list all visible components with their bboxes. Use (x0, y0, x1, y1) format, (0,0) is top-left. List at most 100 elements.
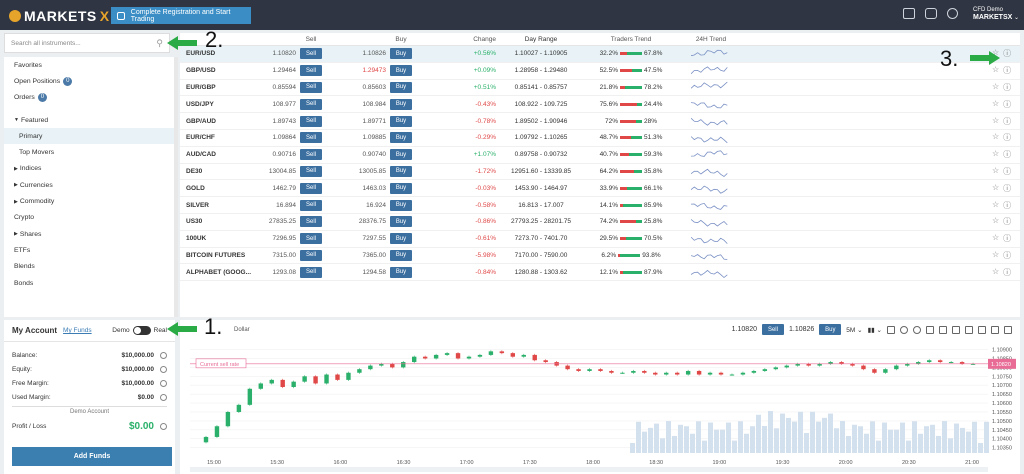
line-tool-icon[interactable] (939, 325, 947, 334)
table-row[interactable]: DE30 13004.85 Sell 13005.85 Buy -1.72% 12951.6… (180, 164, 1020, 181)
camera-icon[interactable] (991, 325, 999, 334)
sidebar-item-currencies[interactable]: ▶ Currencies (4, 177, 175, 193)
info-icon[interactable]: ⓘ (1003, 99, 1012, 109)
chart-buy-button[interactable]: Buy (819, 324, 842, 335)
star-icon[interactable]: ☆ (992, 132, 1000, 142)
zoom-in-icon[interactable] (900, 325, 908, 334)
sidebar-item-favorites[interactable]: Favorites (4, 57, 175, 73)
demo-real-toggle[interactable] (132, 326, 151, 335)
complete-registration-button[interactable]: Complete Registration and Start Trading (111, 7, 251, 24)
star-icon[interactable]: ☆ (992, 182, 1000, 192)
search-icon[interactable]: ⚲ (156, 38, 163, 48)
logo[interactable]: MARKETS X (9, 8, 110, 24)
star-icon[interactable]: ☆ (992, 48, 1000, 58)
info-icon[interactable]: ⓘ (1003, 150, 1012, 160)
sell-button[interactable]: Sell (300, 115, 322, 127)
sell-button[interactable]: Sell (300, 199, 322, 211)
star-icon[interactable]: ☆ (992, 249, 1000, 259)
draw-icon[interactable] (965, 325, 973, 334)
crosshair-icon[interactable] (926, 325, 934, 334)
star-icon[interactable]: ☆ (992, 149, 1000, 159)
buy-button[interactable]: Buy (390, 216, 412, 228)
table-row[interactable]: EUR/USD 1.10820 Sell 1.10826 Buy +0.56% 1.1002… (180, 46, 1020, 63)
candlestick-plot[interactable]: 1.109001.108501.108001.107501.107001.106… (180, 340, 1020, 474)
table-row[interactable]: EUR/GBP 0.85594 Sell 0.85603 Buy +0.51% 0.8514… (180, 80, 1020, 97)
sell-button[interactable]: Sell (300, 81, 322, 93)
sidebar-item-etfs[interactable]: ETFs (4, 242, 175, 258)
info-icon[interactable] (160, 422, 167, 430)
fullscreen-icon[interactable] (1004, 325, 1012, 334)
indicators-icon[interactable] (887, 325, 895, 334)
info-icon[interactable]: ⓘ (1003, 183, 1012, 193)
sidebar-item-shares[interactable]: ▶ Shares (4, 226, 175, 242)
sidebar-item-orders[interactable]: Orders 0 (4, 90, 175, 106)
table-row[interactable]: US30 27835.25 Sell 28376.75 Buy -0.86% 27793.2… (180, 214, 1020, 231)
star-icon[interactable]: ☆ (992, 233, 1000, 243)
chat-icon[interactable] (925, 8, 937, 19)
info-icon[interactable]: ⓘ (1003, 217, 1012, 227)
info-icon[interactable]: ⓘ (1003, 66, 1012, 76)
info-icon[interactable] (160, 379, 167, 387)
buy-button[interactable]: Buy (390, 199, 412, 211)
table-row[interactable]: GBP/USD 1.29464 Sell 1.29473 Buy +0.09% 1.2895… (180, 63, 1020, 80)
sell-button[interactable]: Sell (300, 165, 322, 177)
sell-button[interactable]: Sell (300, 216, 322, 228)
sell-button[interactable]: Sell (300, 149, 322, 161)
sell-button[interactable]: Sell (300, 98, 322, 110)
buy-button[interactable]: Buy (390, 81, 412, 93)
settings-icon[interactable] (947, 8, 958, 19)
zoom-out-icon[interactable] (913, 325, 921, 334)
star-icon[interactable]: ☆ (992, 98, 1000, 108)
price-chart[interactable]: Dollar 1.10820 Sell 1.10826 Buy 5M ⌄ ▮▮ … (180, 320, 1020, 474)
sell-button[interactable]: Sell (300, 233, 322, 245)
sidebar-item-featured[interactable]: ▼ Featured (4, 112, 175, 128)
info-icon[interactable]: ⓘ (1003, 267, 1012, 277)
star-icon[interactable]: ☆ (992, 81, 1000, 91)
search-input[interactable]: Search all instruments... ⚲ (4, 33, 170, 53)
buy-button[interactable]: Buy (390, 233, 412, 245)
buy-button[interactable]: Buy (390, 165, 412, 177)
buy-button[interactable]: Buy (390, 132, 412, 144)
buy-button[interactable]: Buy (390, 266, 412, 278)
table-row[interactable]: USD/JPY 108.977 Sell 108.984 Buy -0.43% 108.92… (180, 96, 1020, 114)
sidebar-item-commodity[interactable]: ▶ Commodity (4, 193, 175, 209)
table-row[interactable]: ALPHABET (GOOG... 1293.08 Sell 1294.58 Buy -0… (180, 264, 1020, 282)
table-row[interactable]: AUD/CAD 0.90716 Sell 0.90740 Buy +1.07% 0.8975… (180, 147, 1020, 164)
chart-type-select[interactable]: ▮▮ ⌄ (867, 326, 882, 334)
table-row[interactable]: GOLD 1462.79 Sell 1463.03 Buy -0.03% 1453.90 -… (180, 180, 1020, 198)
info-icon[interactable]: ⓘ (1003, 234, 1012, 244)
buy-button[interactable]: Buy (390, 48, 412, 60)
table-row[interactable]: GBP/AUD 1.89743 Sell 1.89771 Buy -0.78% 1.8950… (180, 113, 1020, 130)
sidebar-item-blends[interactable]: Blends (4, 259, 175, 275)
sidebar-item-indices[interactable]: ▶ Indices (4, 161, 175, 177)
buy-button[interactable]: Buy (390, 182, 412, 194)
table-row[interactable]: EUR/CHF 1.09864 Sell 1.09885 Buy -0.29% 1.0979… (180, 130, 1020, 147)
sidebar-item-open-positions[interactable]: Open Positions 0 (4, 73, 175, 89)
text-tool-icon[interactable] (978, 325, 986, 334)
info-icon[interactable] (160, 351, 167, 359)
sell-button[interactable]: Sell (300, 132, 322, 144)
sell-button[interactable]: Sell (300, 266, 322, 278)
info-icon[interactable]: ⓘ (1003, 49, 1012, 59)
star-icon[interactable]: ☆ (992, 266, 1000, 276)
sidebar-scrollbar[interactable] (174, 57, 178, 317)
info-icon[interactable]: ⓘ (1003, 166, 1012, 176)
star-icon[interactable]: ☆ (992, 165, 1000, 175)
sell-button[interactable]: Sell (300, 182, 322, 194)
sidebar-item-bonds[interactable]: Bonds (4, 275, 175, 291)
info-icon[interactable] (160, 365, 167, 373)
sidebar-item-primary[interactable]: Primary (4, 128, 175, 145)
info-icon[interactable]: ⓘ (1003, 82, 1012, 92)
info-icon[interactable]: ⓘ (1003, 200, 1012, 210)
buy-button[interactable]: Buy (390, 98, 412, 110)
buy-button[interactable]: Buy (390, 115, 412, 127)
buy-button[interactable]: Buy (390, 249, 412, 261)
my-funds-link[interactable]: My Funds (63, 327, 92, 334)
star-icon[interactable]: ☆ (992, 115, 1000, 125)
add-funds-button[interactable]: Add Funds (12, 447, 172, 466)
cursor-icon[interactable] (952, 325, 960, 334)
chart-sell-button[interactable]: Sell (761, 324, 784, 335)
table-row[interactable]: SILVER 16.894 Sell 16.924 Buy -0.58% 16.813 - … (180, 197, 1020, 214)
star-icon[interactable]: ☆ (992, 65, 1000, 75)
sidebar-item-crypto[interactable]: Crypto (4, 210, 175, 226)
